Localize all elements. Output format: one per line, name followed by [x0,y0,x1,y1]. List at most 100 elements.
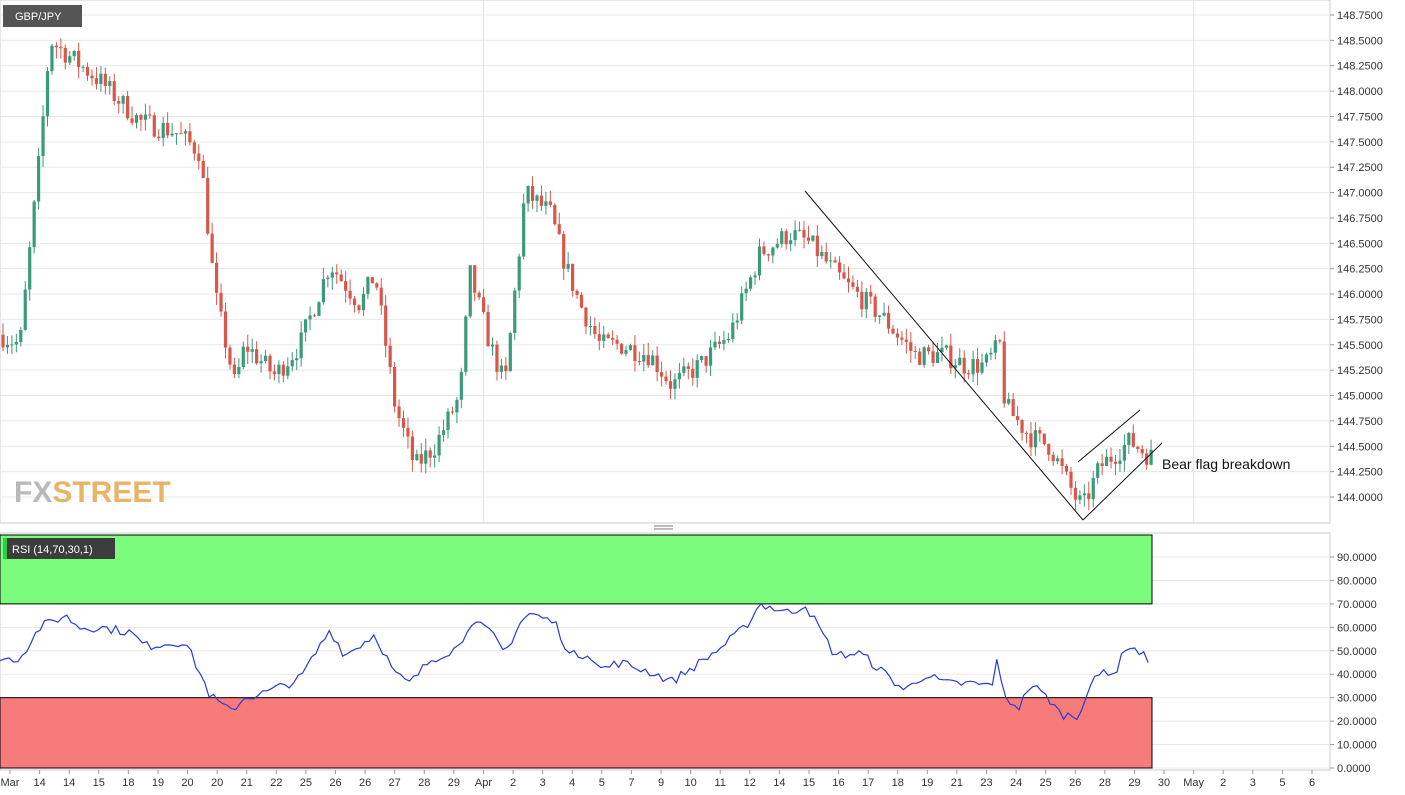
candle [869,284,873,305]
candle [984,352,989,367]
candle [562,230,566,281]
x-tick-label: 18 [892,777,904,789]
x-tick-label: 22 [270,777,282,789]
candle [215,252,219,305]
x-tick-label: 6 [1309,777,1315,789]
candle [393,362,397,413]
price-tick-label: 146.7500 [1337,213,1383,225]
candle [967,369,971,380]
candle [749,275,753,292]
candle [1100,453,1104,476]
candle [19,327,23,347]
rsi-tick-label: 0.0000 [1337,763,1371,775]
candle [833,256,837,263]
candle [237,358,241,379]
candle [668,370,673,400]
candle [611,330,615,345]
candle [152,112,156,138]
candle [944,344,948,350]
candle [655,346,659,382]
x-tick-label: 15 [803,777,815,789]
candle [766,253,770,262]
candle [161,116,165,147]
candle [10,335,14,355]
x-tick-label: Apr [475,777,492,789]
candle [401,410,406,437]
candle [201,154,205,179]
trendline [804,190,1084,521]
candle [441,419,446,442]
candle [753,271,757,286]
x-tick-label: 17 [862,777,874,789]
candle [183,128,188,146]
candle [1024,431,1029,444]
x-tick-label: 14 [63,777,75,789]
pane-resize-handle[interactable] [654,525,673,530]
candle [744,281,748,301]
x-tick-label: 14 [33,777,45,789]
candle [299,321,303,367]
candle [419,443,423,473]
candle [68,51,72,65]
price-tick-label: 144.7500 [1337,416,1383,428]
symbol-tag [3,5,82,27]
watermark-logo: FXSTREET [14,476,171,509]
candle [304,319,308,342]
candle [410,430,414,472]
candle [539,185,544,212]
price-tick-label: 147.5000 [1337,137,1383,149]
candle [1011,392,1015,417]
candle [103,67,107,95]
candle [1020,419,1024,441]
candle [174,133,179,145]
rsi-axis: 90.0000 80.0000 70.0000 60.0000 50.0000 40.00… [1330,552,1377,775]
candle [1047,443,1051,462]
x-tick-label: 20 [181,777,193,789]
candle [949,333,953,375]
candle [464,315,468,376]
candle [691,358,695,386]
candle [504,356,508,381]
x-tick-label: 4 [569,777,575,789]
candle [771,246,775,264]
candle [1033,422,1037,456]
candle [361,287,366,317]
candle [326,275,330,288]
candle [495,340,499,381]
candle [446,408,450,439]
x-tick-label: 25 [1040,777,1052,789]
candle [1122,434,1126,472]
x-tick-label: 16 [832,777,844,789]
candle [815,225,819,268]
candle [139,113,143,131]
candle [602,325,606,349]
candle [41,105,45,168]
candle [37,147,41,210]
candle [517,253,521,299]
candle [1056,455,1060,465]
price-tick-label: 146.5000 [1337,238,1383,250]
candle [793,220,797,247]
candle [197,144,201,170]
candle [838,256,842,280]
candle [126,91,130,121]
x-tick-label: 21 [241,777,253,789]
x-tick-label: 21 [951,777,963,789]
candle [566,252,570,273]
price-tick-label: 147.0000 [1337,188,1383,200]
candle [704,355,708,373]
x-tick-label: 3 [540,777,546,789]
rsi-label: RSI (14,70,30,1) [12,544,93,556]
candle [1096,461,1100,484]
candle [108,76,112,95]
candle [508,331,512,372]
candle [348,279,352,305]
price-tick-label: 145.5000 [1337,340,1383,352]
price-tick-label: 145.7500 [1337,314,1383,326]
candle [775,238,779,249]
x-tick-label: Mar [1,777,20,789]
candle [918,348,922,366]
candle [210,222,214,264]
candle [530,176,535,209]
